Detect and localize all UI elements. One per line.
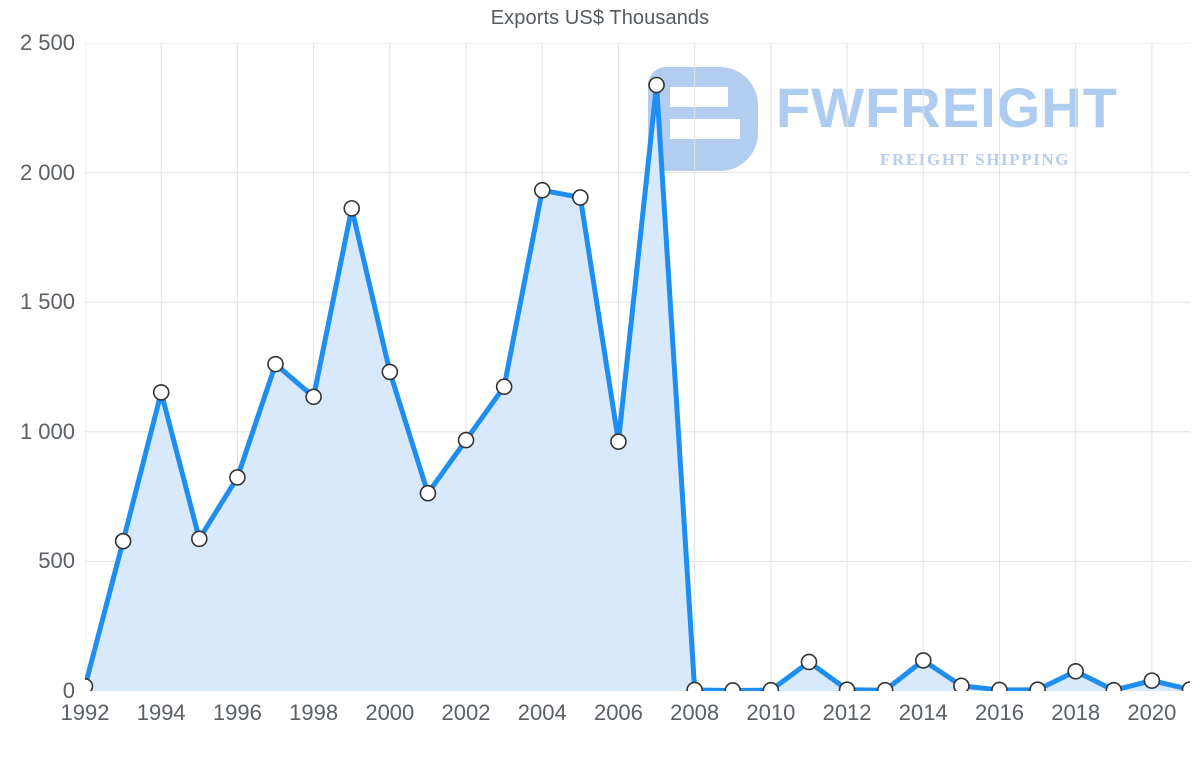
chart-title: Exports US$ Thousands [490,7,710,29]
area-fill [85,84,1190,691]
x-axis-tick-label: 2000 [365,700,415,725]
data-point-marker[interactable] [762,681,780,691]
data-point-marker[interactable] [610,433,627,450]
x-axis-tick-label: 2016 [974,700,1024,725]
x-axis-tick-label: 2010 [746,700,796,725]
x-axis-tick-label: 2020 [1127,700,1177,725]
data-point-marker[interactable] [648,76,665,94]
y-axis-tick-label: 1 500 [19,289,75,315]
y-axis-tick-label: 500 [38,548,75,574]
y-axis-tick-label: 0 [62,678,75,703]
data-point-marker[interactable] [914,652,932,669]
data-point-marker[interactable] [991,681,1008,691]
chart-svg [85,43,1190,691]
data-point-marker[interactable] [724,682,742,691]
data-point-marker[interactable] [1067,662,1084,680]
x-axis-tick-label: 1994 [136,700,186,725]
y-axis-tick-label: 1 000 [19,418,75,444]
x-axis-tick-label: 2014 [898,700,948,725]
y-axis-tick-label: 2 500 [19,30,75,55]
x-axis-tick-label: 1998 [289,700,339,725]
data-point-marker[interactable] [85,678,94,691]
data-point-marker[interactable] [1105,681,1123,691]
data-point-marker[interactable] [305,388,322,406]
data-point-marker[interactable] [381,363,399,381]
data-point-marker[interactable] [1029,681,1046,691]
data-point-marker[interactable] [876,681,894,691]
data-point-marker[interactable] [419,484,437,502]
x-axis-tick-label: 2008 [670,700,720,725]
x-axis-tick-label: 1996 [212,700,262,725]
data-point-marker[interactable] [457,431,475,449]
data-point-marker[interactable] [343,200,361,217]
x-axis-tick-label: 2012 [822,700,872,725]
y-axis-tick-label: 2 000 [19,159,75,185]
plot-area [85,43,1190,691]
data-point-marker[interactable] [1181,681,1191,691]
data-point-marker[interactable] [533,181,551,199]
data-point-marker[interactable] [495,378,513,396]
x-axis-tick-label: 1992 [60,700,110,725]
data-point-marker[interactable] [267,355,284,373]
data-point-marker[interactable] [191,530,208,548]
data-point-marker[interactable] [572,189,589,206]
data-point-marker[interactable] [114,532,132,550]
x-axis-tick-label: 2004 [517,700,567,725]
x-axis-tick-label: 2006 [593,700,643,725]
data-point-markers[interactable] [85,76,1191,691]
x-axis-tick-label: 2002 [441,700,491,725]
data-point-marker[interactable] [800,653,818,671]
data-point-marker[interactable] [152,384,170,401]
data-point-marker[interactable] [953,677,970,691]
x-axis-tick-label: 2018 [1051,700,1101,725]
data-point-marker[interactable] [229,469,246,486]
data-point-marker[interactable] [686,681,703,691]
data-point-marker[interactable] [838,681,856,691]
data-point-marker[interactable] [1143,672,1161,689]
